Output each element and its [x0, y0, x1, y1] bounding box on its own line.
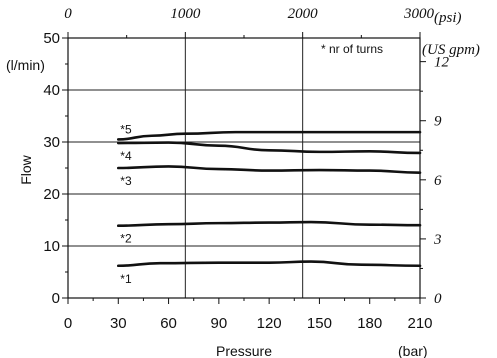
x-tick-label: 30: [110, 315, 127, 332]
x2-tick-label: 0: [64, 6, 72, 22]
x-tick-label: 0: [64, 315, 72, 332]
x-axis-unit: (bar): [398, 343, 428, 358]
y2-tick-label: 9: [434, 114, 442, 130]
x-axis-label: Pressure: [216, 343, 272, 358]
series-line: [116, 260, 422, 268]
x2-tick-label: 3000: [403, 6, 435, 22]
plot-frame: [62, 32, 426, 304]
x-tick-label: 210: [407, 315, 432, 332]
y-axis-label: Flow: [18, 154, 34, 184]
series-line: [116, 130, 422, 141]
y-axis-unit: (l/min): [6, 57, 45, 73]
y-tick-label: 30: [43, 134, 60, 151]
y2-tick-label: 12: [434, 55, 450, 71]
series-label: *2: [120, 232, 132, 246]
y-tick-label: 10: [43, 238, 60, 255]
x-tick-label: 150: [307, 315, 332, 332]
series-lines: [116, 130, 422, 268]
series-label: *1: [120, 272, 132, 286]
y2-tick-label: 0: [434, 291, 442, 307]
x2-axis-unit: (psi): [434, 10, 462, 26]
x2-tick-label: 1000: [170, 6, 201, 22]
x2-tick-label: 2000: [288, 6, 319, 22]
y-tick-label: 0: [52, 290, 60, 307]
x-tick-label: 90: [211, 315, 228, 332]
series-label: *4: [120, 149, 132, 163]
y2-tick-label: 3: [433, 232, 442, 248]
x-tick-label: 180: [357, 315, 382, 332]
chart-note: * nr of turns: [321, 42, 383, 56]
y2-tick-label: 6: [434, 173, 442, 189]
series-line: [116, 165, 422, 174]
x-tick-label: 60: [160, 315, 177, 332]
x-tick-label: 120: [257, 315, 282, 332]
y-tick-label: 50: [43, 30, 60, 47]
y-tick-label: 20: [43, 186, 60, 203]
y-tick-label: 40: [43, 82, 60, 99]
series-line: [116, 141, 422, 155]
y2-axis-unit: (US gpm): [422, 42, 480, 58]
series-label: *5: [120, 122, 132, 136]
series-line: [116, 220, 422, 228]
series-label: *3: [120, 174, 132, 188]
